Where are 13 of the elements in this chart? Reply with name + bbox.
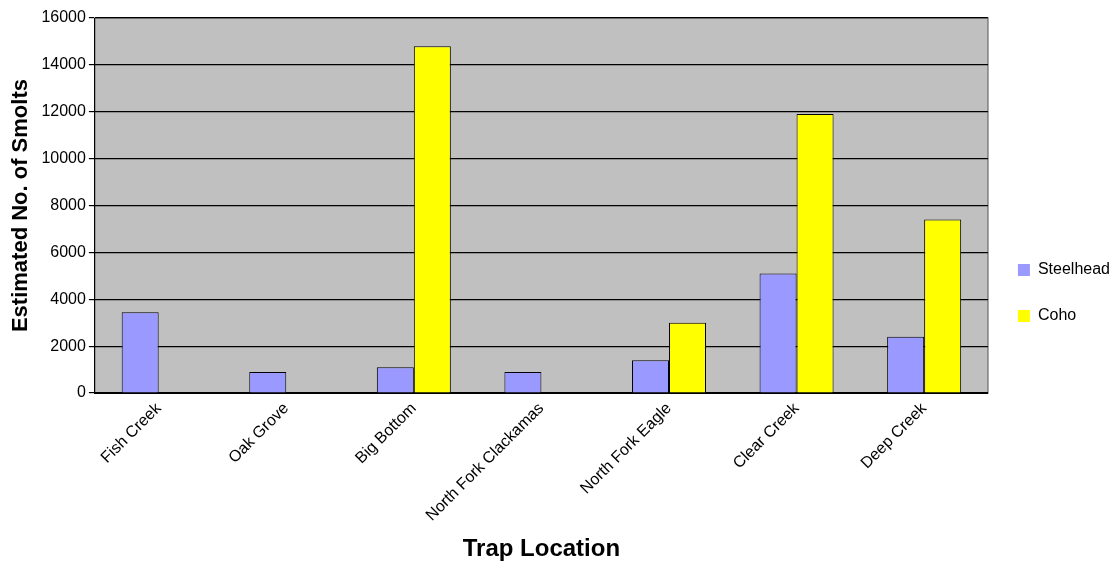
y-tick-label: 14000 bbox=[41, 55, 86, 73]
y-tick-label: 8000 bbox=[50, 195, 86, 213]
legend-label: Coho bbox=[1037, 306, 1077, 324]
y-tick-label: 10000 bbox=[41, 149, 86, 167]
x-axis-title: Trap Location bbox=[462, 534, 621, 562]
y-tick-label: 0 bbox=[76, 383, 86, 401]
y-tick-label: 16000 bbox=[41, 8, 86, 26]
y-tick-label: 12000 bbox=[41, 102, 86, 120]
legend-label: Steelhead bbox=[1037, 260, 1110, 278]
y-tick-label: 6000 bbox=[50, 242, 86, 260]
y-tick-label: 2000 bbox=[50, 336, 86, 354]
y-axis-title: Estimated No. of Smolts bbox=[7, 79, 33, 333]
y-tick-label: 4000 bbox=[50, 289, 86, 307]
